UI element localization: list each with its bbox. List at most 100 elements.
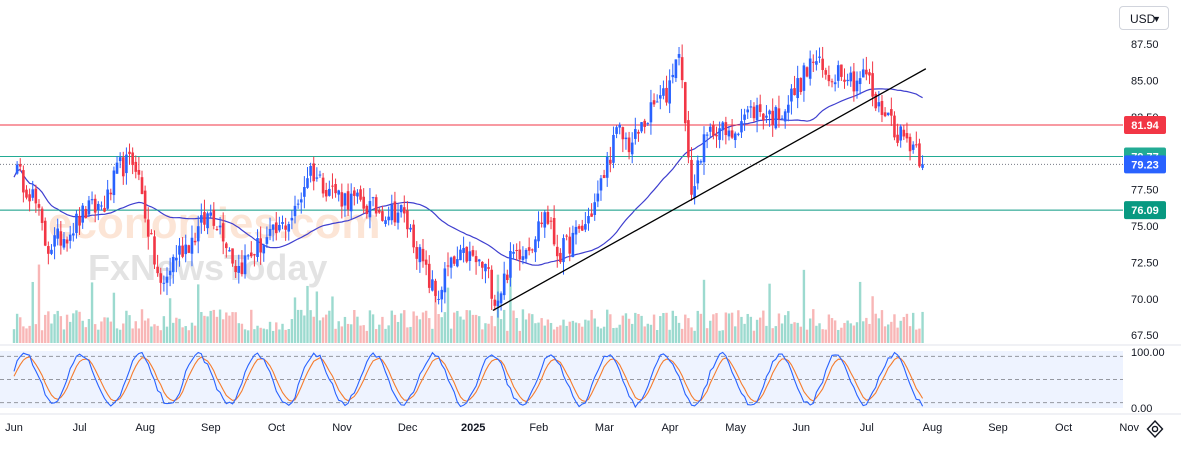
volume-bar [118, 329, 122, 343]
volume-bar [50, 323, 53, 343]
volume-bar [47, 311, 50, 343]
volume-bar [796, 322, 799, 343]
candle-body [808, 58, 812, 79]
candle-body [246, 255, 250, 257]
candle-body [406, 210, 409, 230]
volume-bar [434, 290, 437, 343]
volume-bar [627, 318, 631, 343]
candle-body [705, 134, 709, 136]
volume-bar [240, 323, 244, 343]
volume-bar [415, 315, 418, 343]
candle-body [699, 161, 703, 163]
candle-body [883, 112, 887, 117]
volume-bar [256, 325, 259, 343]
volume-bar [737, 310, 740, 343]
resistance-tag-label: 81.94 [1131, 120, 1159, 132]
support-lower-tag-bg [1124, 201, 1166, 220]
candle-body [771, 110, 774, 126]
volume-bar [424, 310, 428, 343]
candle-body [871, 73, 874, 97]
volume-bar [200, 312, 203, 343]
volume-bar [593, 318, 596, 343]
candle-body [312, 163, 316, 182]
candle-body [543, 212, 547, 228]
candle-body [221, 223, 225, 242]
volume-bar [234, 312, 237, 343]
candle-body [474, 256, 478, 263]
candle-body [171, 256, 175, 273]
candle-body [215, 229, 219, 231]
volume-bar [690, 327, 693, 343]
candle-body [836, 65, 840, 81]
volume-bar [53, 314, 56, 343]
candle-body [534, 239, 537, 253]
volume-bar [462, 319, 465, 343]
time-tick-label: May [725, 422, 746, 434]
candle-body [861, 69, 865, 78]
volume-bar [746, 313, 749, 343]
candle-body [25, 189, 28, 198]
candle-body [165, 276, 169, 283]
volume-bar [140, 309, 144, 343]
volume-bar [524, 319, 528, 343]
volume-bar [374, 329, 378, 343]
volume-bar [546, 319, 550, 343]
candle-body [662, 88, 665, 96]
candle-body [303, 187, 306, 197]
candle-body [708, 126, 712, 132]
volume-bar [112, 292, 116, 343]
volume-bar [72, 313, 75, 343]
candle-body [249, 252, 253, 257]
candle-body [381, 211, 384, 221]
moving-average [13, 88, 923, 266]
volume-bar [321, 317, 325, 343]
candle-body [121, 157, 125, 177]
candle-body [765, 115, 768, 118]
volume-bar [131, 328, 134, 343]
volume-bar [178, 318, 181, 343]
candle-body [793, 88, 796, 96]
candle-body [562, 238, 565, 263]
candle-body [627, 137, 631, 153]
candle-body [643, 120, 646, 127]
candle-body [577, 226, 581, 229]
volume-bar [509, 277, 512, 343]
candle-body [43, 220, 47, 246]
candle-body [690, 159, 693, 195]
volume-bar [702, 279, 706, 343]
volume-bar [59, 316, 63, 343]
candle-body [571, 232, 575, 258]
volume-bar [431, 328, 434, 343]
candle-body [524, 250, 528, 259]
volume-bar [621, 315, 625, 343]
volume-bar [356, 316, 359, 343]
candle-body [496, 300, 500, 307]
volume-bar [137, 328, 141, 343]
candle-body [833, 82, 837, 85]
candle-body [181, 245, 184, 257]
volume-bar [365, 330, 369, 343]
candle-body [618, 124, 622, 128]
settings-button[interactable] [1143, 418, 1167, 440]
candle-body [256, 238, 259, 257]
currency-selector[interactable]: USD ▼ [1119, 6, 1169, 30]
candle-body [437, 298, 440, 300]
volume-bar [212, 309, 216, 343]
candle-body [15, 164, 19, 174]
time-tick-label: Sep [988, 422, 1008, 434]
volume-bar [37, 264, 41, 343]
volume-bar [359, 325, 362, 343]
candle-body [646, 123, 650, 125]
candle-body [93, 198, 97, 213]
candle-body [234, 265, 237, 273]
volume-bar [755, 319, 759, 343]
candle-body [299, 199, 303, 203]
volume-bar [281, 323, 284, 343]
price-tick-label: 72.50 [1131, 257, 1159, 269]
candle-body [190, 237, 194, 254]
volume-bar [502, 309, 506, 343]
candle-body [402, 207, 406, 214]
volume-bar [125, 310, 128, 343]
